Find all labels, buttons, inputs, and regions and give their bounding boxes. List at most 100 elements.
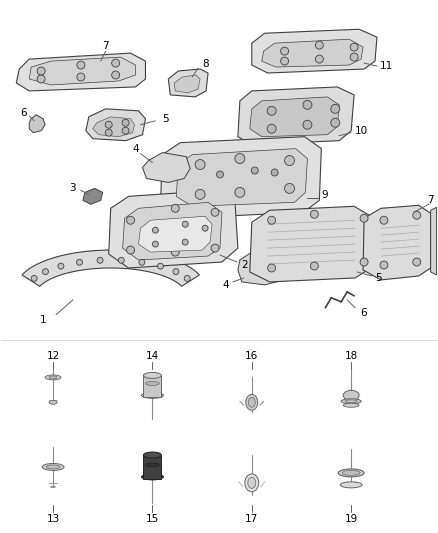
Ellipse shape xyxy=(144,373,161,378)
Text: 7: 7 xyxy=(102,41,109,51)
Circle shape xyxy=(251,167,258,174)
Circle shape xyxy=(195,189,205,199)
Circle shape xyxy=(182,239,188,245)
Circle shape xyxy=(303,100,312,109)
Ellipse shape xyxy=(45,375,61,380)
Circle shape xyxy=(37,75,45,83)
Ellipse shape xyxy=(343,403,359,407)
Ellipse shape xyxy=(145,382,159,385)
Ellipse shape xyxy=(248,397,255,407)
Circle shape xyxy=(37,67,45,75)
Circle shape xyxy=(58,263,64,269)
Text: 5: 5 xyxy=(376,273,382,283)
Text: 13: 13 xyxy=(46,514,60,524)
Ellipse shape xyxy=(49,400,57,404)
Ellipse shape xyxy=(46,465,60,469)
Circle shape xyxy=(139,259,145,265)
Polygon shape xyxy=(252,29,377,73)
Text: 6: 6 xyxy=(20,108,27,118)
Ellipse shape xyxy=(141,392,163,398)
Polygon shape xyxy=(431,207,437,275)
Circle shape xyxy=(315,41,323,49)
Polygon shape xyxy=(142,152,190,182)
Ellipse shape xyxy=(340,482,362,488)
Circle shape xyxy=(350,53,358,61)
Circle shape xyxy=(184,276,190,281)
Polygon shape xyxy=(29,115,45,133)
Circle shape xyxy=(158,263,163,269)
Bar xyxy=(144,455,161,479)
Text: 3: 3 xyxy=(70,183,76,193)
Circle shape xyxy=(77,61,85,69)
Ellipse shape xyxy=(343,390,359,400)
Polygon shape xyxy=(29,57,135,85)
Circle shape xyxy=(77,73,85,81)
Circle shape xyxy=(235,154,245,164)
Text: 10: 10 xyxy=(354,126,367,136)
Circle shape xyxy=(171,248,179,256)
Polygon shape xyxy=(86,109,145,141)
Polygon shape xyxy=(123,203,222,260)
Circle shape xyxy=(331,104,340,114)
Circle shape xyxy=(285,156,294,166)
Circle shape xyxy=(311,211,318,218)
Circle shape xyxy=(77,259,82,265)
Circle shape xyxy=(211,244,219,252)
Circle shape xyxy=(112,71,120,79)
Text: 16: 16 xyxy=(245,351,258,360)
Circle shape xyxy=(105,129,112,136)
Text: 4: 4 xyxy=(223,280,229,290)
Ellipse shape xyxy=(245,474,259,492)
Text: 8: 8 xyxy=(202,59,208,69)
Circle shape xyxy=(122,127,129,134)
Circle shape xyxy=(182,221,188,227)
Circle shape xyxy=(380,261,388,269)
Polygon shape xyxy=(238,248,290,285)
Circle shape xyxy=(281,47,289,55)
Polygon shape xyxy=(262,39,363,67)
Polygon shape xyxy=(250,206,371,282)
Text: 1: 1 xyxy=(40,314,46,325)
Circle shape xyxy=(271,169,278,176)
Circle shape xyxy=(42,269,49,274)
Polygon shape xyxy=(109,190,238,268)
Ellipse shape xyxy=(342,471,360,475)
Text: 4: 4 xyxy=(132,143,139,154)
Text: 19: 19 xyxy=(345,514,358,524)
Circle shape xyxy=(105,122,112,128)
Text: 6: 6 xyxy=(360,308,367,318)
Circle shape xyxy=(413,211,421,219)
Polygon shape xyxy=(250,97,339,136)
Circle shape xyxy=(152,227,159,233)
Ellipse shape xyxy=(42,464,64,471)
Circle shape xyxy=(195,159,205,169)
Circle shape xyxy=(173,269,179,274)
Polygon shape xyxy=(93,117,134,136)
Ellipse shape xyxy=(338,469,364,477)
Circle shape xyxy=(360,214,368,222)
Circle shape xyxy=(211,208,219,216)
Circle shape xyxy=(315,55,323,63)
Ellipse shape xyxy=(141,474,163,480)
Polygon shape xyxy=(83,188,103,204)
Ellipse shape xyxy=(345,400,357,403)
Polygon shape xyxy=(174,75,200,93)
Circle shape xyxy=(267,124,276,133)
Circle shape xyxy=(235,188,245,197)
Ellipse shape xyxy=(248,478,256,488)
Text: 18: 18 xyxy=(345,351,358,360)
Polygon shape xyxy=(160,136,321,218)
Text: 15: 15 xyxy=(146,514,159,524)
Circle shape xyxy=(360,258,368,266)
Circle shape xyxy=(380,216,388,224)
Polygon shape xyxy=(238,87,354,144)
Circle shape xyxy=(122,119,129,126)
Circle shape xyxy=(118,257,124,263)
Ellipse shape xyxy=(49,376,57,379)
Circle shape xyxy=(285,183,294,193)
Polygon shape xyxy=(16,53,145,91)
Ellipse shape xyxy=(144,452,161,458)
Text: 2: 2 xyxy=(241,260,248,270)
Circle shape xyxy=(171,204,179,212)
Circle shape xyxy=(202,225,208,231)
